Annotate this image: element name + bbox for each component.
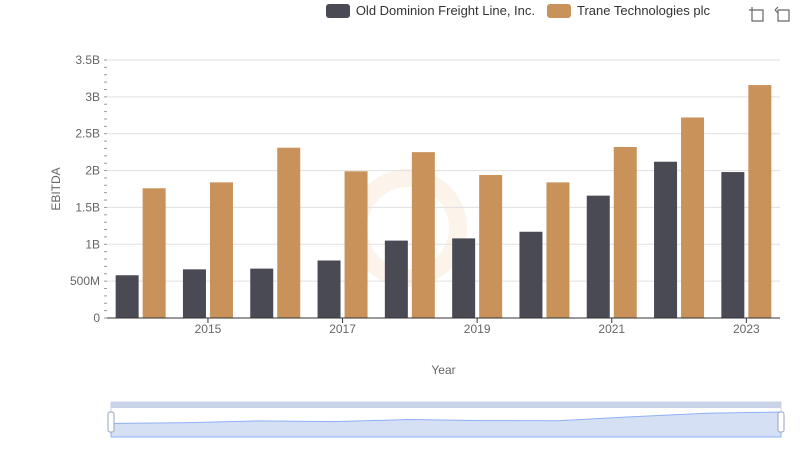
- x-axis-title: Year: [431, 363, 455, 377]
- bar-series-1-2023[interactable]: [748, 85, 772, 318]
- legend-swatch-series-1: [547, 3, 572, 18]
- bar-series-1-2015[interactable]: [209, 182, 233, 318]
- y-tick-label: 0: [93, 311, 100, 325]
- bar-series-0-2014[interactable]: [115, 275, 139, 318]
- bar-series-1-2021[interactable]: [613, 146, 637, 318]
- y-tick-label: 1.5B: [75, 200, 100, 214]
- bar-series-0-2020[interactable]: [519, 231, 543, 318]
- y-tick-label: 3B: [85, 90, 100, 104]
- bar-series-0-2022[interactable]: [654, 161, 678, 318]
- legend: Old Dominion Freight Line, Inc. Trane Te…: [325, 3, 710, 18]
- legend-item-series-0[interactable]: Old Dominion Freight Line, Inc.: [325, 3, 536, 18]
- bar-series-0-2019[interactable]: [452, 238, 476, 318]
- bar-series-0-2021[interactable]: [586, 195, 610, 318]
- y-tick-label: 500M: [70, 274, 100, 288]
- y-tick-label: 2B: [85, 164, 100, 178]
- zoom-handle-right[interactable]: [777, 411, 785, 433]
- y-tick-label: 3.5B: [75, 53, 100, 67]
- bar-series-1-2020[interactable]: [546, 182, 570, 318]
- bar-series-1-2022[interactable]: [681, 117, 705, 318]
- legend-swatch-series-0: [325, 3, 350, 18]
- zoom-select-icon[interactable]: [748, 6, 764, 22]
- watermark-logo: [349, 169, 467, 287]
- x-tick-label: 2021: [598, 322, 625, 336]
- x-tick-label: 2019: [464, 322, 491, 336]
- bar-series-0-2017[interactable]: [317, 260, 341, 318]
- bar-series-0-2018[interactable]: [384, 240, 408, 318]
- toolbox: [748, 6, 790, 22]
- bar-series-1-2014[interactable]: [142, 188, 166, 318]
- bar-series-1-2018[interactable]: [411, 152, 435, 318]
- bar-series-0-2015[interactable]: [182, 269, 206, 318]
- y-axis-title: EBITDA: [49, 167, 63, 210]
- legend-item-series-1[interactable]: Trane Technologies plc: [547, 3, 710, 18]
- zoom-handle-left[interactable]: [107, 411, 115, 433]
- zoom-reset-icon[interactable]: [774, 6, 790, 22]
- x-tick-label: 2017: [329, 322, 356, 336]
- x-tick-label: 2023: [733, 322, 760, 336]
- legend-label-series-0: Old Dominion Freight Line, Inc.: [355, 3, 536, 18]
- bar-series-0-2023[interactable]: [721, 172, 745, 318]
- legend-label-series-1: Trane Technologies plc: [577, 3, 710, 18]
- bar-series-1-2016[interactable]: [277, 147, 301, 318]
- x-tick-label: 2015: [195, 322, 222, 336]
- bar-series-1-2017[interactable]: [344, 171, 368, 318]
- y-tick-label: 2.5B: [75, 127, 100, 141]
- y-tick-label: 1B: [85, 237, 100, 251]
- zoom-slider-bar[interactable]: [111, 402, 781, 408]
- bar-series-0-2016[interactable]: [250, 268, 274, 318]
- bar-series-1-2019[interactable]: [479, 174, 503, 318]
